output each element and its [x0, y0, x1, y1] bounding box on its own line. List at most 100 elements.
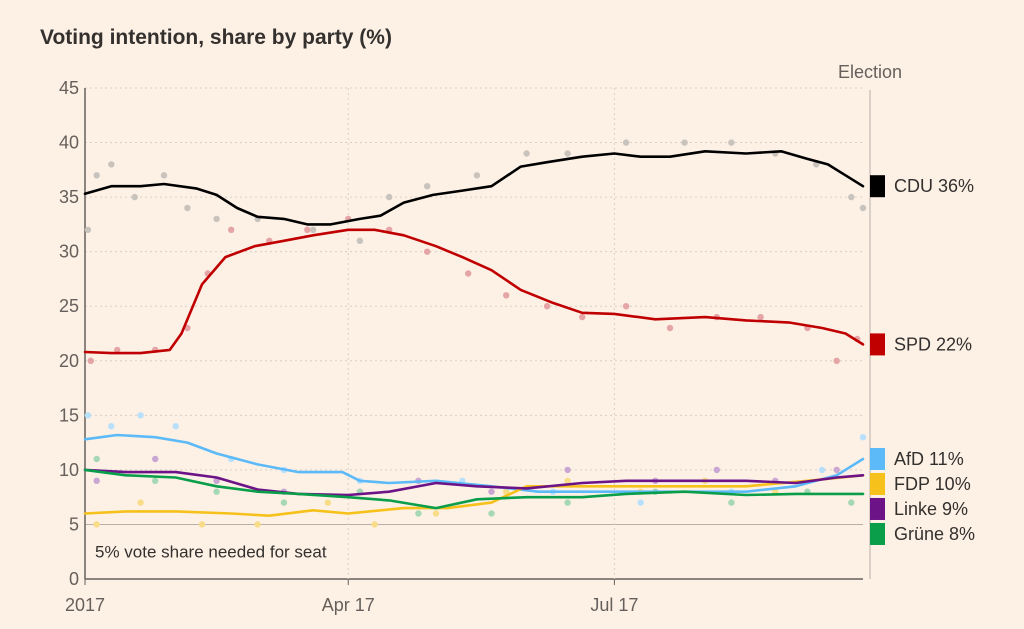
poll-dot-Linke-0: [93, 477, 100, 484]
y-tick-label-20: 20: [59, 351, 79, 371]
x-tick-label-2: Jul 17: [590, 595, 638, 615]
end-label-FDP: FDP 10%: [894, 474, 971, 494]
y-tick-label-25: 25: [59, 296, 79, 316]
poll-dot-FDP-5: [371, 521, 378, 528]
poll-dot-CDU-12: [473, 172, 481, 179]
end-label-Linke: Linke 9%: [894, 499, 968, 519]
grid-lines: [84, 87, 871, 585]
poll-dot-SPD-1: [114, 346, 121, 354]
poll-dot-SPD-0: [87, 357, 95, 364]
poll-dot-Grüne-7: [564, 499, 571, 506]
poll-dot-CDU-1: [93, 172, 100, 179]
poll-dot-Linke-11: [833, 466, 840, 474]
poll-dot-SPD-10: [424, 248, 431, 255]
series-line-FDP: [83, 474, 865, 517]
y-tick-label-0: 0: [69, 569, 79, 589]
poll-dot-CDU-13: [523, 150, 530, 157]
poll-dot-FDP-6: [432, 510, 440, 517]
poll-dot-CDU-5: [184, 204, 191, 212]
y-tick-label-10: 10: [59, 460, 79, 480]
poll-dot-CDU-0: [84, 226, 92, 233]
legend-swatch-CDU: [870, 175, 885, 198]
legend-swatch-Grüne: [870, 522, 885, 545]
poll-dot-FDP-0: [93, 521, 100, 528]
poll-dot-Linke-1: [152, 455, 159, 463]
poll-dot-CDU-21: [859, 204, 867, 212]
poll-dot-CDU-20: [848, 193, 855, 201]
poll-dot-FDP-2: [198, 521, 206, 528]
poll-dot-SPD-12: [503, 292, 510, 299]
y-tick-label-30: 30: [59, 242, 79, 262]
poll-dot-CDU-4: [160, 172, 168, 179]
poll-dot-CDU-17: [728, 139, 735, 146]
poll-dot-AfD-0: [84, 412, 92, 419]
series-line-Grüne: [83, 468, 865, 510]
poll-dot-SPD-13: [543, 303, 551, 310]
legend-swatch-Linke: [870, 497, 885, 520]
poll-dot-FDP-4: [324, 499, 331, 506]
poll-dot-FDP-8: [564, 477, 571, 484]
poll-dot-SPD-15: [622, 303, 630, 310]
poll-dots: [84, 139, 867, 528]
poll-dot-SPD-16: [666, 324, 674, 332]
legend-swatch-SPD: [870, 333, 885, 356]
poll-dot-CDU-11: [424, 183, 431, 190]
series-line-Linke: [83, 468, 865, 497]
poll-dot-Grüne-1: [152, 477, 159, 484]
series-lines: [83, 150, 865, 517]
poll-dot-AfD-1: [108, 423, 115, 430]
y-tick-label-5: 5: [69, 514, 79, 534]
poll-dot-Grüne-2: [213, 488, 220, 495]
end-label-SPD: SPD 22%: [894, 334, 972, 354]
poll-dot-Grüne-9: [728, 499, 735, 506]
poll-dot-FDP-3: [254, 521, 261, 528]
chart-title: Voting intention, share by party (%): [40, 26, 392, 49]
poll-dot-CDU-3: [131, 193, 138, 201]
poll-dot-CDU-15: [622, 139, 630, 146]
y-tick-label-15: 15: [59, 405, 79, 425]
poll-dot-AfD-12: [859, 434, 867, 441]
poll-dot-Grüne-6: [488, 510, 495, 517]
poll-dot-SPD-14: [579, 313, 586, 321]
poll-dot-CDU-14: [564, 150, 571, 157]
poll-dot-AfD-2: [137, 412, 144, 419]
poll-dot-FDP-7: [503, 488, 510, 495]
y-axis-ticks: 0 5 10 15 20 25 30 35 40 45: [59, 78, 79, 589]
poll-dot-CDU-10: [386, 193, 393, 201]
end-label-AfD: AfD 11%: [894, 449, 964, 469]
poll-dot-Grüne-11: [848, 499, 855, 506]
poll-dot-CDU-9: [356, 237, 364, 244]
x-tick-label-1: Apr 17: [322, 595, 375, 615]
threshold-note: 5% vote share needed for seat: [95, 542, 327, 561]
legend-swatch-AfD: [870, 447, 885, 470]
poll-dot-AfD-3: [172, 423, 179, 430]
poll-dot-CDU-8: [309, 226, 317, 233]
poll-dot-Grüne-5: [415, 510, 422, 517]
series-line-CDU: [83, 150, 865, 226]
series-end-labels: CDU 36% SPD 22% AfD 11% FDP 10% Linke 9% Grün…: [870, 175, 975, 545]
poll-dot-FDP-1: [137, 499, 144, 506]
series-line-SPD: [83, 228, 865, 355]
y-tick-label-40: 40: [59, 133, 79, 153]
poll-dot-Grüne-0: [93, 455, 100, 463]
poll-dot-CDU-6: [213, 215, 220, 223]
series-line-AfD: [83, 433, 865, 493]
poll-dot-CDU-16: [681, 139, 688, 146]
poll-dot-Linke-7: [564, 466, 571, 474]
poll-dot-Linke-9: [713, 466, 720, 474]
poll-dot-Linke-6: [488, 488, 495, 495]
x-axis-ticks: 2017 Apr 17 Jul 17: [65, 595, 638, 615]
x-tick-label-0: 2017: [65, 595, 105, 615]
poll-dot-SPD-18: [757, 313, 764, 321]
poll-dot-SPD-20: [833, 357, 840, 364]
poll-dot-CDU-2: [108, 161, 115, 168]
legend-swatch-FDP: [870, 472, 885, 495]
poll-dot-Grüne-3: [280, 499, 288, 506]
poll-dot-SPD-5: [228, 226, 235, 233]
poll-dot-SPD-11: [465, 270, 472, 277]
election-label: Election: [838, 62, 902, 82]
poll-dot-AfD-11: [818, 466, 826, 474]
end-label-CDU: CDU 36%: [894, 176, 974, 196]
y-tick-label-35: 35: [59, 187, 79, 207]
